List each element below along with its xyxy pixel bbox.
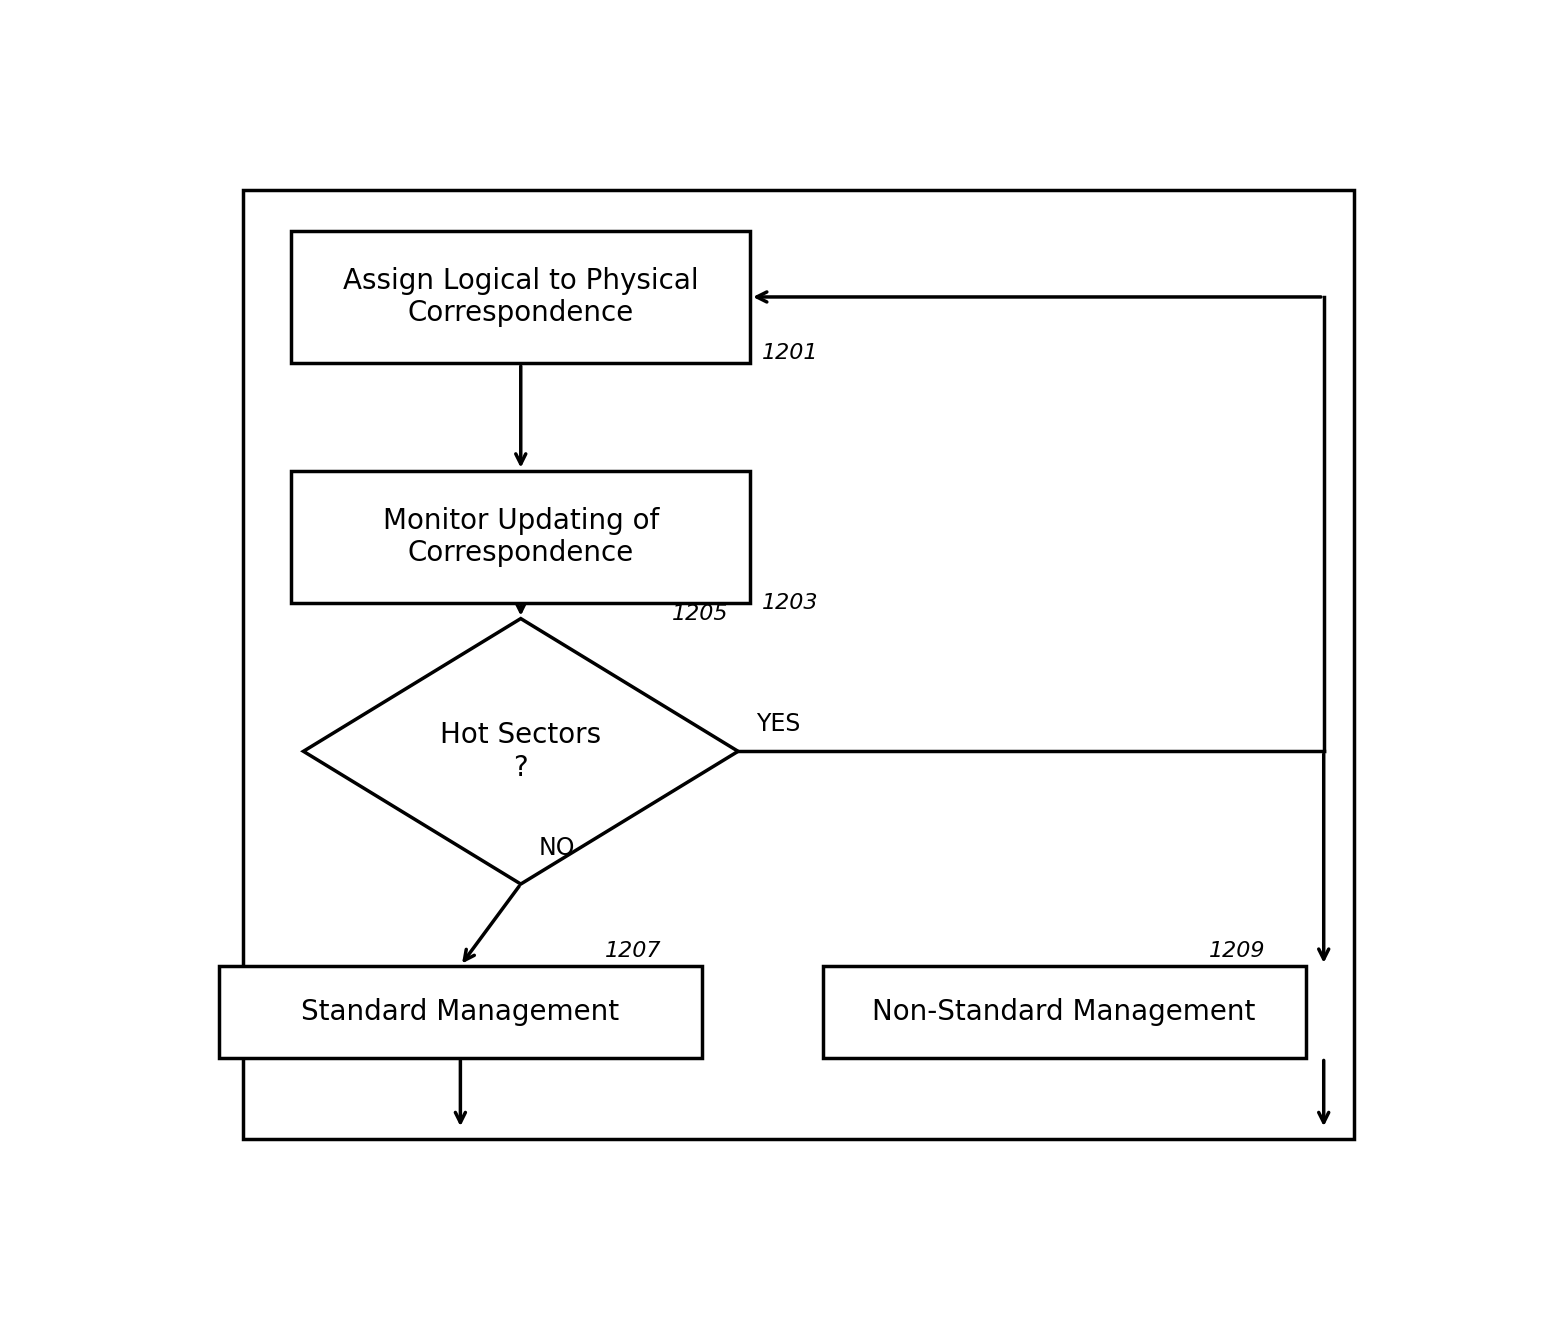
Text: Assign Logical to Physical
Correspondence: Assign Logical to Physical Correspondenc… bbox=[343, 267, 698, 328]
Text: 1203: 1203 bbox=[762, 593, 820, 613]
Text: Non-Standard Management: Non-Standard Management bbox=[872, 997, 1256, 1026]
Text: Monitor Updating of
Correspondence: Monitor Updating of Correspondence bbox=[383, 507, 659, 568]
FancyBboxPatch shape bbox=[291, 231, 751, 363]
Polygon shape bbox=[304, 618, 738, 884]
Text: 1201: 1201 bbox=[762, 343, 820, 363]
Text: 1205: 1205 bbox=[671, 603, 728, 623]
Text: Hot Sectors
?: Hot Sectors ? bbox=[441, 721, 601, 781]
Text: Standard Management: Standard Management bbox=[301, 997, 620, 1026]
Text: YES: YES bbox=[756, 712, 801, 736]
Text: 1209: 1209 bbox=[1209, 940, 1265, 960]
FancyBboxPatch shape bbox=[291, 471, 751, 603]
Text: 1207: 1207 bbox=[606, 940, 662, 960]
Text: NO: NO bbox=[539, 837, 575, 861]
FancyBboxPatch shape bbox=[218, 965, 703, 1058]
FancyBboxPatch shape bbox=[823, 965, 1306, 1058]
